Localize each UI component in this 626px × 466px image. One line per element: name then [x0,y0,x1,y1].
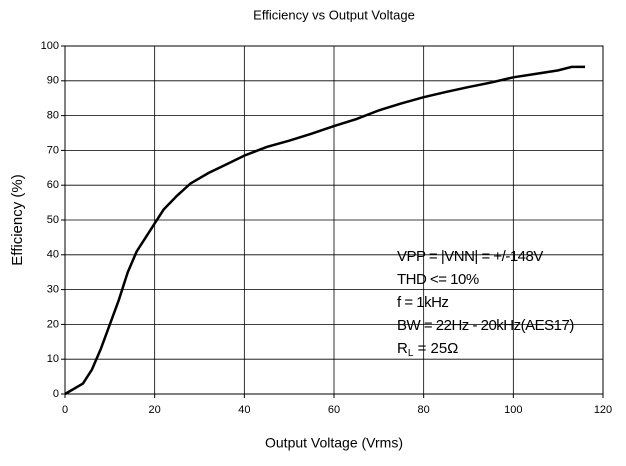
plot-frame [64,45,604,395]
y-axis-label: Efficiency (%) [9,174,26,265]
annotation: VPP = |VNN| = +/-148V [397,248,543,265]
y-tick-label: 50 [47,214,59,226]
y-tick-label: 0 [53,388,59,400]
annotation: f = 1kHz [397,294,448,311]
x-tick-label: 80 [418,404,430,416]
annotation-subscript: L [408,348,414,359]
x-tick-label: 20 [149,404,161,416]
annotation-part: R [397,340,408,357]
y-tick-label: 10 [47,353,59,365]
y-tick-label: 30 [47,284,59,296]
annotation: RL = 25Ω [397,340,458,359]
y-tick-label: 100 [41,40,59,52]
x-axis-label: Output Voltage (Vrms) [265,435,403,451]
x-tick-label: 120 [594,404,612,416]
y-tick-label: 70 [47,144,59,156]
y-tick-label: 40 [47,249,59,261]
x-tick-label: 100 [504,404,522,416]
y-tick-label: 20 [47,318,59,330]
annotation-part: = 25Ω [413,340,458,357]
x-tick-label: 60 [328,404,340,416]
y-tick-label: 90 [47,75,59,87]
x-tick-label: 40 [238,404,250,416]
data-line [64,65,586,396]
y-tick-label: 60 [47,179,59,191]
x-tick-label: 0 [62,404,68,416]
y-tick-label: 80 [47,110,59,122]
annotation: BW = 22Hz - 20kHz(AES17) [397,317,574,334]
chart-title: Efficiency vs Output Voltage [253,7,415,22]
annotation: THD <= 10% [397,271,479,288]
